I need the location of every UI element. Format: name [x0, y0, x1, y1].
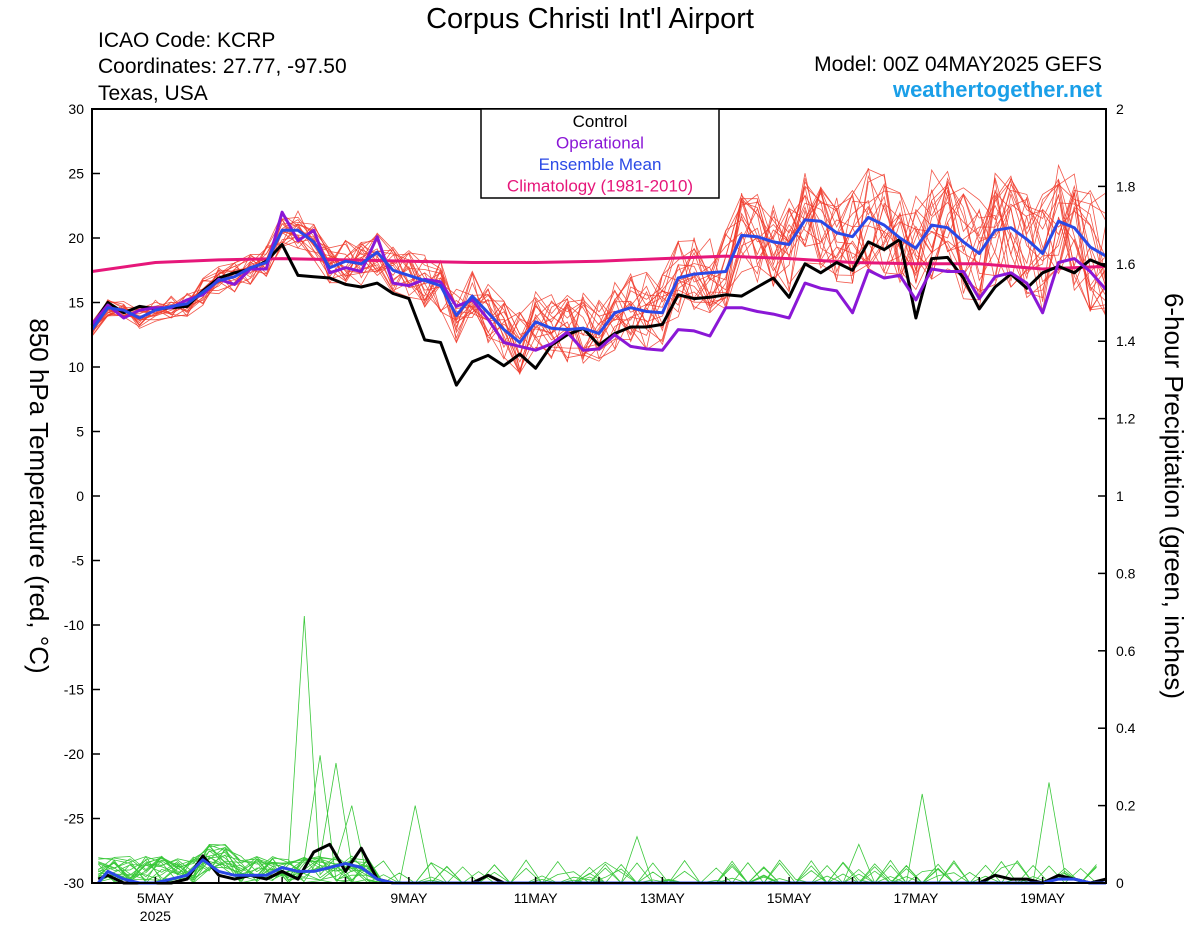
y2-tick-label: 1.6	[1116, 256, 1136, 272]
x-tick-label: 19MAY	[1020, 890, 1066, 906]
legend-entry: Ensemble Mean	[539, 155, 662, 174]
y-tick-label: -5	[72, 553, 85, 569]
left-axis: 30 25 20 15 10 5 0 -5 -10 -15 -20 -25 -30	[64, 101, 100, 891]
y2-tick-label: 1.4	[1116, 333, 1136, 349]
chart-title: Corpus Christi Int'l Airport	[426, 3, 754, 35]
legend-entry: Climatology (1981-2010)	[507, 177, 693, 196]
y2-tick-label: 0.2	[1116, 798, 1136, 814]
icao-code: ICAO Code: KCRP	[98, 29, 275, 52]
x-tick-label: 7MAY	[264, 890, 302, 906]
x-tick-label: 13MAY	[640, 890, 686, 906]
legend-entry: Operational	[556, 134, 644, 153]
brand-link[interactable]: weathertogether.net	[892, 77, 1103, 102]
x-tick-label: 17MAY	[893, 890, 939, 906]
ensemble-mean-temp-line	[90, 215, 1107, 344]
y-tick-label: 30	[68, 101, 84, 117]
y-tick-label: 20	[68, 230, 84, 246]
y-tick-label: 10	[68, 359, 84, 375]
x-tick-year-label: 2025	[140, 908, 171, 924]
y-tick-label: 0	[76, 488, 84, 504]
ensemble-precip-member-line	[98, 793, 1097, 884]
x-tick-label: 11MAY	[514, 890, 558, 906]
x-tick-label: 9MAY	[390, 890, 428, 906]
legend-entry: Control	[573, 112, 628, 131]
y-tick-label: 15	[68, 295, 84, 311]
y-tick-label: -15	[64, 682, 84, 698]
ensemble-temp-member-line	[91, 177, 1107, 351]
y2-tick-label: 1.8	[1116, 178, 1136, 194]
y-axis-label: 850 hPa Temperature (red, °C)	[24, 318, 54, 673]
y2-tick-label: 0.6	[1116, 643, 1136, 659]
location: Texas, USA	[98, 82, 208, 105]
y2-tick-label: 1	[1116, 488, 1124, 504]
y-tick-label: -20	[64, 746, 84, 762]
y2-tick-label: 0.8	[1116, 565, 1136, 581]
x-tick-label: 15MAY	[767, 890, 813, 906]
climatology-1981-2010-temp-line	[91, 254, 1107, 273]
right-axis: 2 1.8 1.6 1.4 1.2 1 0.8 0.6 0.4 0.2 0	[1098, 101, 1136, 891]
y-tick-label: 5	[76, 424, 84, 440]
legend: Control Operational Ensemble Mean Climatolo…	[480, 108, 720, 199]
y2-tick-label: 1.2	[1116, 411, 1136, 427]
y2-tick-label: 0.4	[1116, 720, 1136, 736]
x-axis: 5MAY 2025 7MAY 9MAY 11MAY 13MAY 15MAY 17MAY 19MA…	[91, 877, 1107, 924]
y2-tick-label: 0	[1116, 875, 1124, 891]
ensemble-temp-member-line	[91, 177, 1107, 361]
y2-axis-label: 6-hour Precipitation (green, inches)	[1159, 293, 1189, 699]
y-tick-label: 25	[68, 166, 84, 182]
y-tick-label: -10	[64, 617, 84, 633]
y2-tick-label: 2	[1116, 101, 1124, 117]
coordinates: Coordinates: 27.77, -97.50	[98, 55, 347, 78]
legend-box	[480, 108, 720, 199]
ensemble-precip-member-line	[98, 844, 1097, 884]
model-run: Model: 00Z 04MAY2025 GEFS	[814, 53, 1102, 76]
x-tick-label: 5MAY	[137, 890, 175, 906]
y-tick-label: -30	[64, 875, 84, 891]
operational-temp-line	[90, 210, 1108, 352]
y-tick-label: -25	[64, 811, 84, 827]
